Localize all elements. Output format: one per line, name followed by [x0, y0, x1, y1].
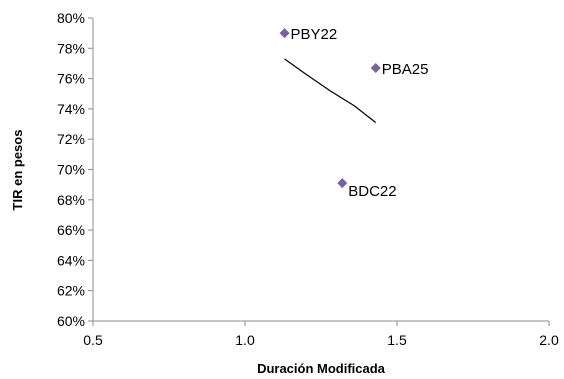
trendline: [284, 58, 377, 123]
y-tick-label: 68%: [57, 192, 85, 208]
y-tick-label: 80%: [57, 10, 85, 26]
data-label-pby22: PBY22: [291, 26, 338, 43]
y-axis-title: TIR en pesos: [10, 130, 25, 211]
x-ticks: 0.5 1.0 1.5 2.0: [83, 321, 559, 348]
data-label-pba25: PBA25: [382, 61, 429, 78]
x-tick-label: 2.0: [539, 332, 559, 348]
y-tick-label: 74%: [57, 101, 85, 117]
x-axis: 0.5 1.0 1.5 2.0: [83, 320, 559, 348]
y-axis: 60% 62% 64% 66% 68% 70% 72% 74% 76% 78% 80%: [57, 10, 94, 329]
y-tick-label: 78%: [57, 40, 85, 56]
y-ticks: 60% 62% 64% 66% 68% 70% 72% 74% 76% 78% 80%: [57, 10, 93, 329]
data-label-bdc22: BDC22: [348, 183, 396, 200]
data-point-pba25: [370, 62, 381, 73]
y-tick-label: 70%: [57, 162, 85, 178]
y-tick-label: 60%: [57, 313, 85, 329]
x-tick-label: 1.5: [387, 332, 407, 348]
data-point-pby22: [279, 28, 290, 39]
y-tick-label: 62%: [57, 283, 85, 299]
x-tick-label: 0.5: [83, 332, 103, 348]
data-points: PBY22 PBA25 BDC22: [279, 26, 429, 200]
y-tick-label: 76%: [57, 71, 85, 87]
x-tick-label: 1.0: [235, 332, 255, 348]
y-tick-label: 64%: [57, 252, 85, 268]
y-tick-label: 66%: [57, 222, 85, 238]
y-tick-label: 72%: [57, 131, 85, 147]
x-axis-title: Duración Modificada: [257, 361, 386, 376]
data-point-bdc22: [337, 178, 348, 189]
